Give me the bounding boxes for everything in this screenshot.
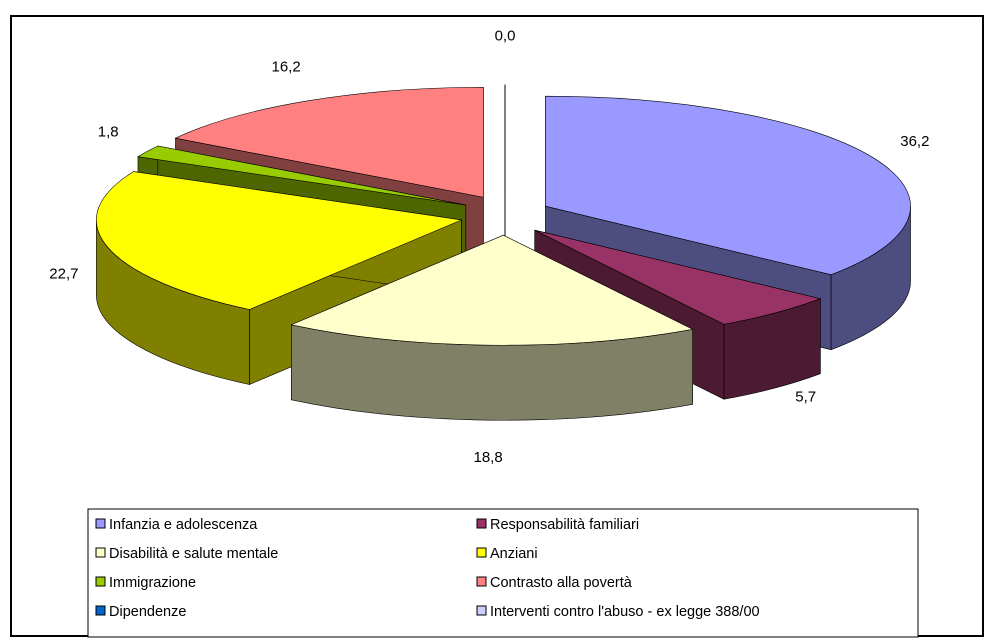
legend-swatch <box>476 576 487 587</box>
data-label: 0,0 <box>495 28 516 45</box>
data-label: 5,7 <box>795 389 816 406</box>
legend-swatch <box>95 605 106 616</box>
slice <box>290 234 694 346</box>
slice <box>545 95 911 276</box>
slice <box>137 145 466 206</box>
legend-label: Anziani <box>490 546 538 562</box>
slice <box>174 86 484 198</box>
legend-swatch <box>95 518 106 529</box>
legend-label: Disabilità e salute mentale <box>109 546 278 562</box>
data-label: 36,2 <box>900 133 929 150</box>
legend-swatch <box>476 518 487 529</box>
slice <box>534 229 822 325</box>
legend-swatch <box>476 547 487 558</box>
pie: 36,2 5,7 18,8 22,7 1,8 16,2 0,0 <box>49 28 929 466</box>
legend-swatch <box>95 576 106 587</box>
data-label: 18,8 <box>473 449 502 466</box>
data-label: 16,2 <box>271 58 300 75</box>
legend-swatch <box>476 605 487 616</box>
legend-label: Immigrazione <box>109 575 196 591</box>
legend-label: Infanzia e adolescenza <box>109 517 258 533</box>
legend-label: Dipendenze <box>109 604 186 620</box>
legend-label: Interventi contro l'abuso - ex legge 388… <box>490 604 760 620</box>
legend-swatch <box>95 547 106 558</box>
data-label: 22,7 <box>49 266 78 283</box>
legend-label: Contrasto alla povertà <box>490 575 633 591</box>
legend-label: Responsabilità familiari <box>490 517 639 533</box>
legend-box <box>87 508 919 638</box>
slice <box>96 171 463 310</box>
legend: Infanzia e adolescenza Responsabilità fam… <box>95 517 760 620</box>
data-label: 1,8 <box>98 124 119 141</box>
